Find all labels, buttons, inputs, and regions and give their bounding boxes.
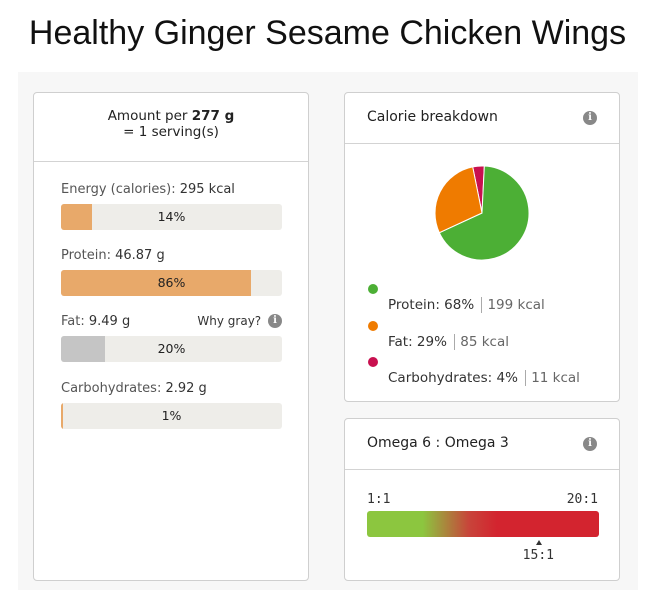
- nutrient-bar-fill: [61, 204, 92, 230]
- legend-dot: [368, 321, 378, 331]
- ratio-marker-icon: [535, 540, 542, 545]
- legend-kcal: 85 kcal: [454, 334, 509, 350]
- legend-label: Protein: 68%: [388, 297, 475, 313]
- nutrient-name: Energy (calories):: [61, 182, 176, 197]
- nutrient-value: 295 kcal: [179, 182, 235, 197]
- serving-amount: Amount per 277 g: [34, 108, 308, 124]
- info-icon: i: [268, 313, 282, 328]
- pie-slice-fat: [434, 166, 483, 234]
- omega-ratio-card: Omega 6 : Omega 3 i 1:1 20:1 15:1: [344, 418, 620, 581]
- pie-slice-protein: [438, 165, 530, 261]
- nutrient-bar-fill: [61, 403, 64, 429]
- info-icon[interactable]: i: [583, 111, 597, 125]
- nutrient-energy: Energy (calories): 295 kcal 14%: [61, 182, 282, 230]
- nutrient-bar: 1%: [61, 403, 282, 429]
- ratio-value-label: 15:1: [522, 548, 554, 563]
- why-gray-label: Why gray?: [197, 314, 262, 328]
- ratio-max-label: 20:1: [566, 492, 598, 507]
- nutrient-fat: Fat: 9.49 g Why gray? i 20%: [61, 313, 282, 362]
- serving-prefix: Amount per: [107, 108, 188, 124]
- serving-count: = 1 serving(s): [123, 124, 219, 140]
- nutrient-bar: 14%: [61, 204, 282, 230]
- ratio-min-label: 1:1: [367, 492, 391, 507]
- nutrient-value: 9.49 g: [88, 314, 131, 329]
- legend-label: Carbohydrates: 4%: [388, 370, 518, 386]
- legend-dot: [368, 284, 378, 294]
- nutrient-name: Protein:: [61, 248, 111, 263]
- nutrient-value: 46.87 g: [115, 248, 165, 263]
- calorie-breakdown-card: Calorie breakdown i Protein: 68% 199 kca…: [344, 92, 620, 402]
- why-gray-link[interactable]: Why gray? i: [197, 313, 282, 329]
- omega-ratio-header: Omega 6 : Omega 3 i: [345, 419, 619, 470]
- omega-ratio-title: Omega 6 : Omega 3: [367, 435, 509, 451]
- nutrient-percent: 86%: [157, 275, 186, 290]
- nutrient-carbohydrates: Carbohydrates: 2.92 g 1%: [61, 381, 282, 429]
- calorie-breakdown-header: Calorie breakdown i: [345, 93, 619, 144]
- calorie-pie-chart: [434, 165, 530, 261]
- nutrient-value: 2.92 g: [165, 381, 207, 396]
- nutrition-summary-card: Amount per 277 g = 1 serving(s) Energy (…: [33, 92, 309, 581]
- nutrient-bar-fill: [61, 336, 106, 362]
- legend-label: Fat: 29%: [388, 334, 447, 350]
- legend-kcal: 11 kcal: [525, 370, 580, 386]
- info-icon[interactable]: i: [583, 437, 597, 451]
- serving-weight: 277 g: [191, 108, 235, 124]
- nutrient-bar: 86%: [61, 270, 282, 296]
- nutrient-bar-fill: [61, 270, 252, 296]
- nutrient-percent: 14%: [157, 209, 186, 224]
- nutrient-percent: 20%: [157, 341, 186, 356]
- nutrient-name: Fat:: [61, 314, 85, 329]
- page-title: Healthy Ginger Sesame Chicken Wings: [28, 14, 627, 52]
- serving-header: Amount per 277 g = 1 serving(s): [34, 93, 308, 162]
- legend-dot: [368, 357, 378, 367]
- nutrient-bar: 20%: [61, 336, 282, 362]
- calorie-breakdown-title: Calorie breakdown: [367, 109, 498, 125]
- nutrient-percent: 1%: [161, 408, 182, 423]
- nutrient-name: Carbohydrates:: [61, 381, 162, 396]
- legend-kcal: 199 kcal: [481, 297, 545, 313]
- nutrient-protein: Protein: 46.87 g 86%: [61, 248, 282, 296]
- ratio-gradient-bar: [367, 511, 599, 537]
